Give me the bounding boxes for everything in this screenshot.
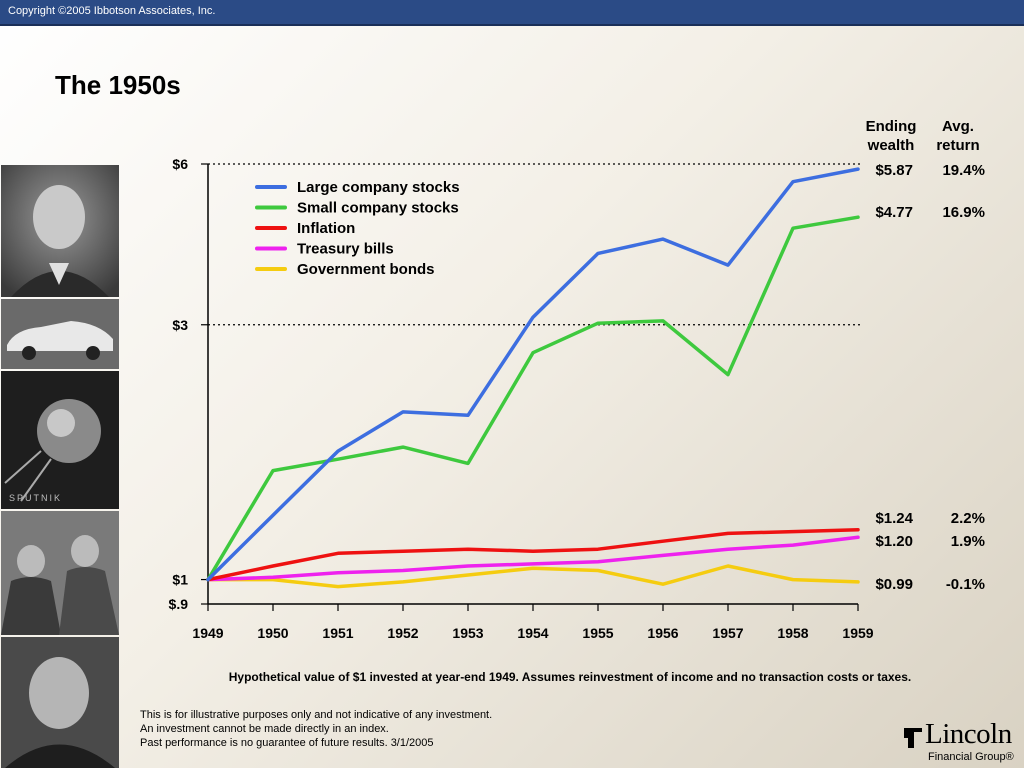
photo-strip: SPUTNIK	[0, 165, 120, 768]
y-tick-label: $6	[172, 156, 188, 172]
logo-subtitle: Financial Group®	[928, 751, 1014, 763]
avg-return-value: 16.9%	[942, 204, 985, 221]
x-tick-label: 1949	[192, 625, 223, 641]
copyright-text: Copyright ©2005 Ibbotson Associates, Inc…	[8, 5, 216, 17]
car-photo	[1, 299, 119, 369]
sputnik-caption: SPUTNIK	[9, 493, 62, 503]
portrait-photo-2	[1, 637, 119, 768]
header-bar: Copyright ©2005 Ibbotson Associates, Inc…	[0, 0, 1024, 26]
series-lines	[206, 167, 860, 589]
ending-wealth-header: Ending wealth	[865, 118, 917, 154]
x-tick-label: 1953	[452, 625, 483, 641]
avg-return-header: Avg. return	[936, 118, 980, 154]
legend-label: Inflation	[297, 220, 355, 237]
disclaimer-line: An investment cannot be made directly in…	[140, 723, 389, 735]
y-tick-label: $1	[172, 572, 188, 588]
legend-label: Small company stocks	[297, 200, 459, 217]
x-tick-label: 1956	[647, 625, 678, 641]
footnote: Hypothetical value of $1 invested at yea…	[228, 670, 912, 684]
gridlines	[208, 163, 862, 326]
ending-wealth-value: $1.24	[875, 510, 913, 527]
series-line	[206, 535, 860, 582]
soldiers-photo	[1, 511, 119, 635]
x-tick-label: 1952	[387, 625, 418, 641]
ending-wealth-value: $5.87	[875, 162, 913, 179]
series-line	[206, 215, 860, 582]
disclaimer-line: Past performance is no guarantee of futu…	[140, 737, 434, 749]
series-line	[206, 564, 860, 589]
x-tick-label: 1950	[257, 625, 288, 641]
lincoln-logo: Lincoln Financial Group®	[900, 718, 1018, 766]
legend-label: Treasury bills	[297, 241, 394, 258]
y-tick-label: $.9	[169, 596, 189, 612]
avg-return-value: 19.4%	[942, 162, 985, 179]
sputnik-photo: SPUTNIK	[1, 371, 119, 509]
logo-wordmark: Lincoln	[925, 718, 1012, 750]
page-title: The 1950s	[55, 70, 181, 100]
ending-wealth-value: $0.99	[875, 576, 913, 593]
ending-wealth-value: $4.77	[875, 204, 913, 221]
avg-return-value: -0.1%	[946, 576, 985, 593]
x-tick-label: 1955	[582, 625, 613, 641]
x-tick-label: 1959	[842, 625, 873, 641]
x-tick-label: 1954	[517, 625, 548, 641]
legend: Large company stocks Small company stocks…	[255, 179, 460, 278]
x-tick-label: 1958	[777, 625, 808, 641]
avg-return-value: 1.9%	[951, 533, 985, 550]
legend-label: Large company stocks	[297, 179, 460, 196]
x-tick-label: 1957	[712, 625, 743, 641]
legend-label: Government bonds	[297, 261, 435, 278]
ending-wealth-value: $1.20	[875, 533, 913, 550]
disclaimer: This is for illustrative purposes only a…	[140, 708, 492, 750]
x-tick-label: 1951	[322, 625, 353, 641]
y-tick-label: $3	[172, 317, 188, 333]
disclaimer-line: This is for illustrative purposes only a…	[140, 709, 493, 721]
avg-return-value: 2.2%	[951, 510, 985, 527]
series-line	[206, 167, 860, 582]
summary-table: $5.87 19.4% $4.77 16.9% $1.24 2.2% $1.20 1.9% $0…	[875, 162, 985, 593]
series-line	[206, 527, 860, 582]
portrait-photo-1	[1, 165, 119, 297]
lincoln-logo-mark-icon	[904, 728, 922, 748]
